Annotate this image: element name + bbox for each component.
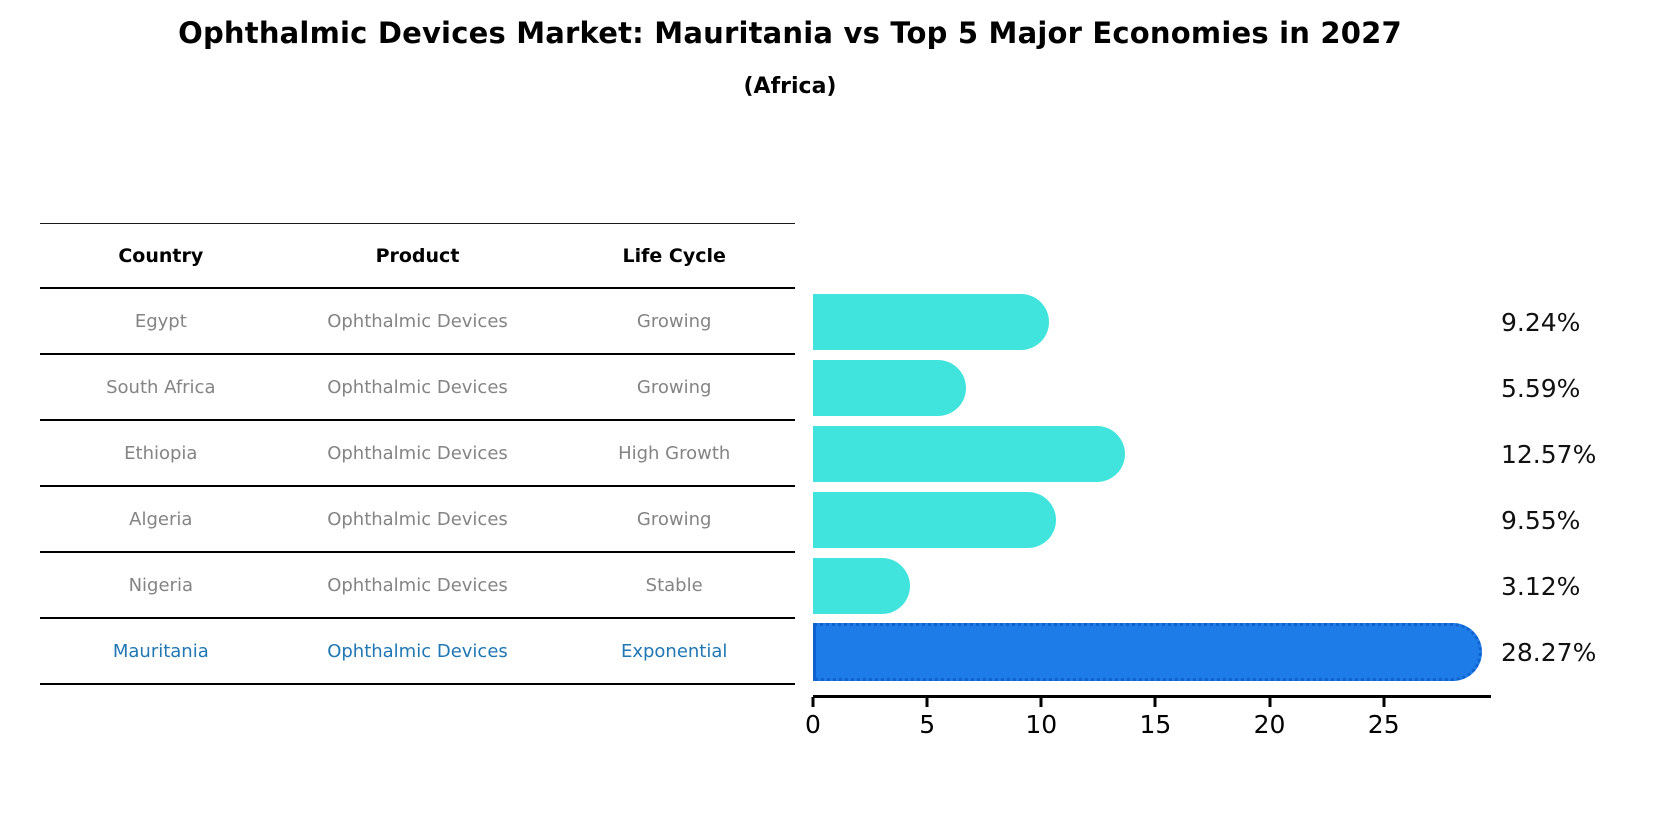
x-tick-mark [1268,697,1272,707]
chart-title: Ophthalmic Devices Market: Mauritania vs… [178,16,1402,50]
bar-row [813,421,1489,487]
bar-row [813,355,1489,421]
cell-life-cycle: Growing [636,508,712,530]
bar-nigeria [813,558,910,614]
cell-life-cycle: Stable [645,574,703,596]
bar-egypt [813,294,1050,350]
header-product: Product [375,244,460,267]
cell-product: Ophthalmic Devices [327,508,508,530]
x-tick-label: 15 [1139,710,1172,739]
bar-row [813,289,1489,355]
cell-life-cycle: Growing [636,310,712,332]
x-tick-label: 5 [919,710,936,739]
table-row-mauritania: Mauritania Ophthalmic Devices Exponentia… [40,619,795,685]
table-row-algeria: Algeria Ophthalmic Devices Growing [40,487,795,553]
cell-country: Egypt [134,310,187,332]
table-row-egypt: Egypt Ophthalmic Devices Growing [40,289,795,355]
cell-country: South Africa [106,376,216,398]
cell-country: Nigeria [128,574,193,596]
bar-algeria [813,492,1057,548]
x-axis-line [813,695,1491,698]
cell-product: Ophthalmic Devices [327,640,508,662]
bar-south-africa [813,360,967,416]
bar-value-label: 9.24% [1501,307,1581,337]
cell-product: Ophthalmic Devices [327,310,508,332]
cell-product: Ophthalmic Devices [327,376,508,398]
bar-mauritania [813,623,1483,681]
cell-life-cycle: Growing [636,376,712,398]
cell-product: Ophthalmic Devices [327,442,508,464]
bar-ethiopia [813,426,1126,482]
bar-value-label: 5.59% [1501,373,1581,403]
bar-row [813,553,1489,619]
bar-row [813,619,1489,685]
bar-chart [813,289,1489,685]
bar-value-labels: 9.24% 5.59% 12.57% 9.55% 3.12% 28.27% [1501,289,1659,685]
cell-life-cycle: High Growth [618,442,731,464]
x-tick-label: 0 [805,710,821,739]
x-tick-mark [1153,697,1157,707]
x-tick-label: 10 [1025,710,1058,739]
x-tick-mark [1039,697,1043,707]
x-tick-mark [811,697,815,707]
x-tick-mark [1382,697,1386,707]
x-axis: 0 5 10 15 20 25 [805,695,1491,745]
table-row-nigeria: Nigeria Ophthalmic Devices Stable [40,553,795,619]
cell-life-cycle: Exponential [620,640,728,662]
country-table: Country Product Life Cycle Egypt Ophthal… [40,223,795,685]
bar-value-label: 12.57% [1501,439,1597,469]
bar-value-label: 3.12% [1501,571,1581,601]
header-life-cycle: Life Cycle [622,244,726,267]
chart-subtitle: (Africa) [743,74,837,99]
x-tick-mark [925,697,929,707]
header-country: Country [118,244,204,267]
table-row-ethiopia: Ethiopia Ophthalmic Devices High Growth [40,421,795,487]
cell-country: Ethiopia [124,442,198,464]
x-tick-label: 20 [1253,710,1286,739]
x-tick-label: 25 [1367,710,1400,739]
cell-country: Mauritania [112,640,209,662]
cell-product: Ophthalmic Devices [327,574,508,596]
table-row-south-africa: South Africa Ophthalmic Devices Growing [40,355,795,421]
cell-country: Algeria [129,508,193,530]
table-header-row: Country Product Life Cycle [40,223,795,289]
bar-row [813,487,1489,553]
bar-value-label: 9.55% [1501,505,1581,535]
bar-value-label: 28.27% [1501,637,1597,667]
